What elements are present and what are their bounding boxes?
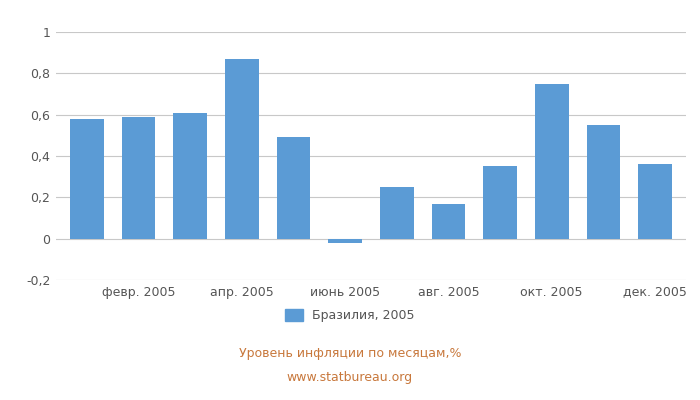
Bar — [276, 137, 310, 239]
Bar — [432, 204, 466, 239]
Bar — [225, 59, 259, 239]
Legend: Бразилия, 2005: Бразилия, 2005 — [280, 304, 420, 327]
Bar — [587, 125, 620, 239]
Bar — [122, 117, 155, 239]
Bar — [380, 187, 414, 239]
Bar — [483, 166, 517, 239]
Text: www.statbureau.org: www.statbureau.org — [287, 372, 413, 384]
Bar — [535, 84, 568, 239]
Bar — [638, 164, 672, 239]
Text: Уровень инфляции по месяцам,%: Уровень инфляции по месяцам,% — [239, 348, 461, 360]
Bar — [174, 112, 207, 239]
Bar — [328, 239, 362, 243]
Bar — [70, 119, 104, 239]
